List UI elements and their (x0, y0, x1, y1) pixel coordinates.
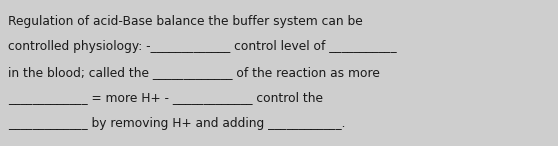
Text: Regulation of acid-Base balance the buffer system can be: Regulation of acid-Base balance the buff… (8, 15, 363, 28)
Text: controlled physiology: -_____________ control level of ___________: controlled physiology: -_____________ co… (8, 40, 397, 53)
Text: _____________ by removing H+ and adding ____________.: _____________ by removing H+ and adding … (8, 117, 346, 130)
Text: in the blood; called the _____________ of the reaction as more: in the blood; called the _____________ o… (8, 66, 380, 79)
Text: _____________ = more H+ - _____________ control the: _____________ = more H+ - _____________ … (8, 91, 324, 104)
